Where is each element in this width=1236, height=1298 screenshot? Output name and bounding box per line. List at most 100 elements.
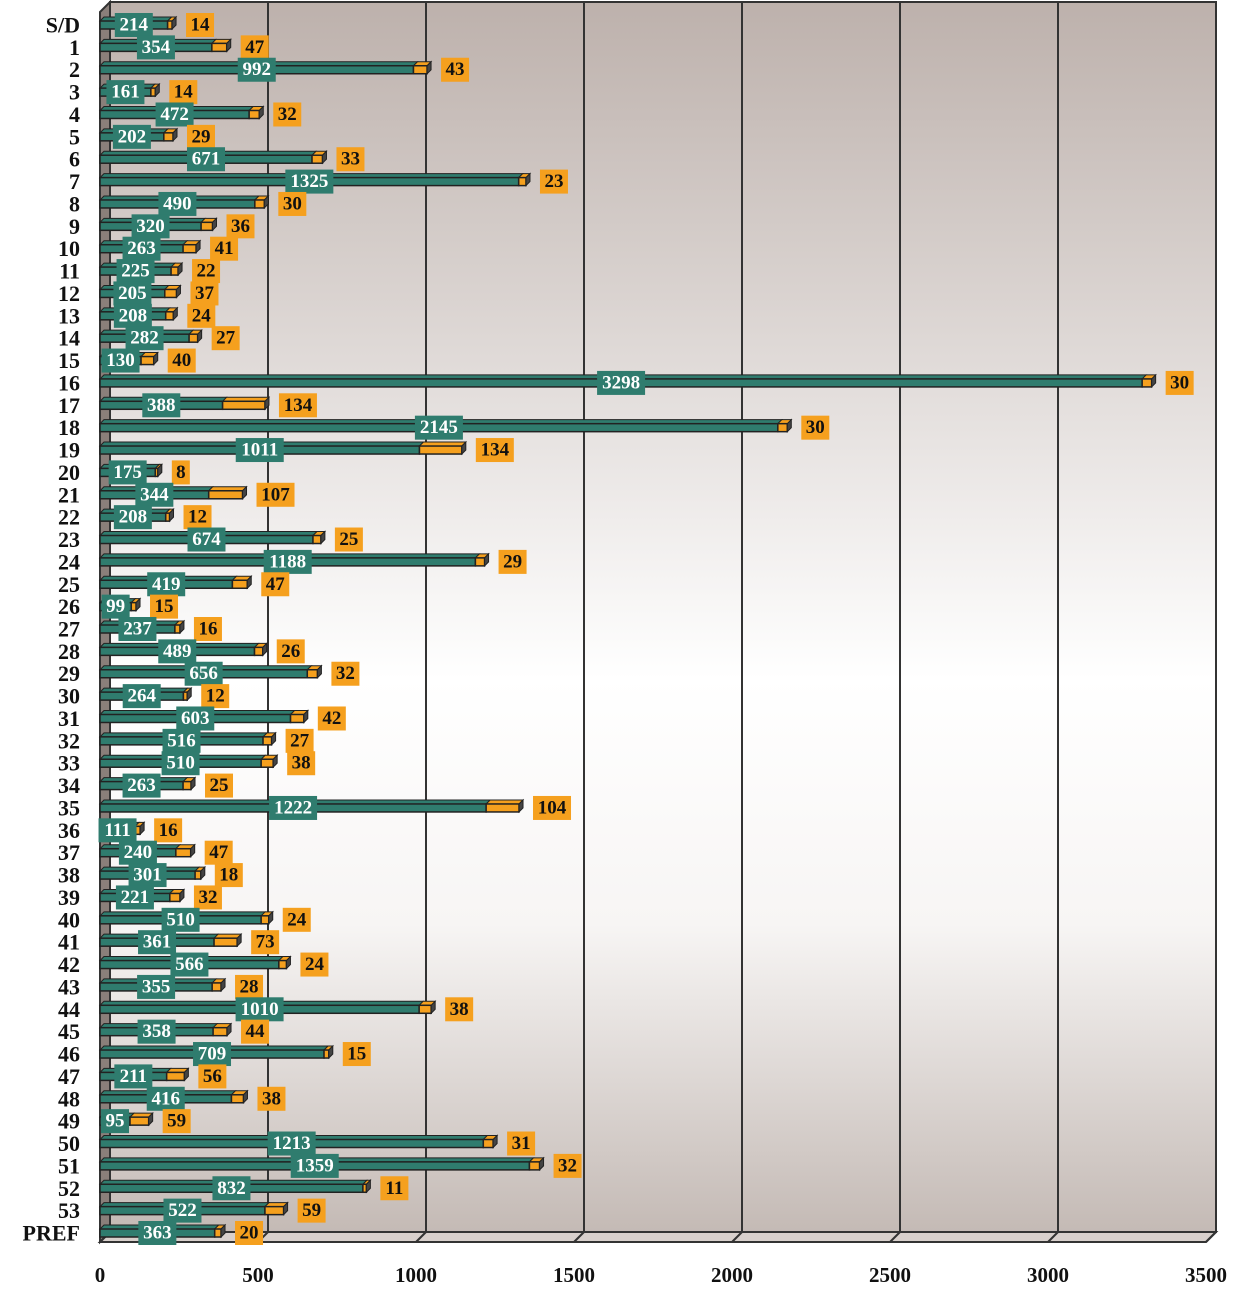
bar	[230, 1094, 245, 1104]
value-label: 1010	[241, 999, 279, 1020]
bar-end	[211, 217, 217, 232]
bar	[306, 668, 319, 679]
value-label: 73	[256, 932, 275, 953]
bar	[164, 512, 171, 522]
value-label-box	[226, 214, 255, 239]
bar	[140, 355, 155, 366]
y-tick-label: 42	[58, 952, 80, 977]
bar-end	[242, 1089, 248, 1104]
value-label: 24	[287, 909, 307, 930]
value-label: 32	[558, 1155, 577, 1176]
value-label: 14	[174, 82, 194, 103]
value-label-box	[317, 706, 346, 731]
value-label: 25	[210, 775, 229, 796]
y-tick-label: 26	[58, 594, 80, 619]
y-tick-label: 27	[58, 617, 80, 642]
value-label: 37	[195, 283, 215, 304]
bar	[213, 937, 238, 947]
bar	[253, 646, 264, 657]
bar	[212, 1026, 228, 1037]
bar	[165, 1071, 186, 1082]
value-label-box	[158, 639, 197, 664]
value-label: 12	[206, 686, 225, 707]
value-label-box	[282, 907, 311, 932]
value-label-box	[113, 281, 152, 306]
value-label-box	[154, 818, 183, 843]
value-label: 211	[120, 1066, 147, 1087]
value-label-box	[251, 930, 280, 955]
value-label-box	[101, 348, 140, 373]
value-label-box	[237, 57, 276, 82]
bar	[254, 199, 266, 209]
value-label-box	[553, 1153, 582, 1178]
y-tick-label: 6	[69, 147, 80, 172]
y-tick-label: PREF	[23, 1221, 80, 1246]
value-label-box	[138, 1221, 177, 1245]
y-tick-label: 25	[58, 572, 80, 597]
y-tick-label: 16	[58, 370, 80, 395]
value-label: 47	[245, 37, 265, 58]
bar-end	[195, 239, 201, 254]
value-label: 344	[140, 484, 169, 505]
y-tick-label: 39	[58, 885, 80, 910]
value-label: 32	[278, 104, 297, 125]
bar	[164, 311, 175, 321]
value-label-box	[135, 482, 174, 507]
value-label-box	[257, 1086, 286, 1111]
value-label: 38	[262, 1088, 281, 1109]
bar-end	[1151, 373, 1157, 389]
value-label-box	[235, 1221, 264, 1245]
bar-end	[786, 418, 792, 433]
value-label-box	[150, 594, 179, 619]
bar-end	[135, 597, 141, 612]
bar	[175, 847, 192, 858]
bar-end	[262, 642, 268, 657]
y-tick-label: 35	[58, 795, 80, 820]
value-label-box	[297, 1198, 326, 1223]
bar-end	[220, 1223, 226, 1239]
bar	[262, 736, 273, 746]
value-label-box	[201, 684, 230, 709]
y-tick-label: 10	[58, 236, 80, 261]
y-tick-label: S/D	[46, 13, 80, 38]
y-tick-label: 45	[58, 1019, 80, 1044]
y-tick-label: 4	[69, 102, 80, 127]
value-label-box	[146, 1086, 185, 1111]
value-label-box	[113, 303, 152, 328]
bar-end	[197, 328, 203, 344]
value-label-box	[118, 617, 157, 641]
bar-end	[316, 664, 322, 679]
value-label: 1011	[241, 440, 278, 461]
value-label-box	[187, 147, 226, 172]
bar	[182, 691, 188, 701]
value-label-box	[235, 438, 284, 463]
value-label: 221	[121, 887, 150, 908]
value-label-box	[183, 505, 212, 530]
y-tick-label: 51	[58, 1153, 80, 1178]
bar-end	[183, 1067, 189, 1082]
value-label: 301	[133, 865, 162, 886]
value-label: 16	[159, 820, 178, 841]
x-tick-label: 2500	[869, 1263, 911, 1287]
value-label: 3298	[602, 372, 640, 393]
value-label-box	[235, 974, 264, 999]
value-label: 104	[538, 797, 567, 818]
bar-end	[285, 955, 291, 970]
y-tick-label: 22	[58, 505, 80, 530]
value-label-box	[211, 326, 240, 351]
value-label: 320	[136, 216, 165, 237]
bar-end	[321, 150, 327, 165]
value-label: 214	[120, 15, 149, 36]
value-label: 95	[106, 1111, 125, 1132]
bar	[211, 42, 228, 53]
bar	[528, 1161, 541, 1171]
value-label-box	[106, 80, 145, 105]
x-tick-label: 500	[242, 1263, 274, 1287]
value-label: 29	[191, 126, 210, 147]
y-tick-label: 2	[69, 57, 80, 82]
bar	[312, 534, 322, 545]
value-label: 59	[167, 1111, 186, 1132]
bar	[211, 982, 222, 992]
value-label-box	[184, 661, 223, 686]
